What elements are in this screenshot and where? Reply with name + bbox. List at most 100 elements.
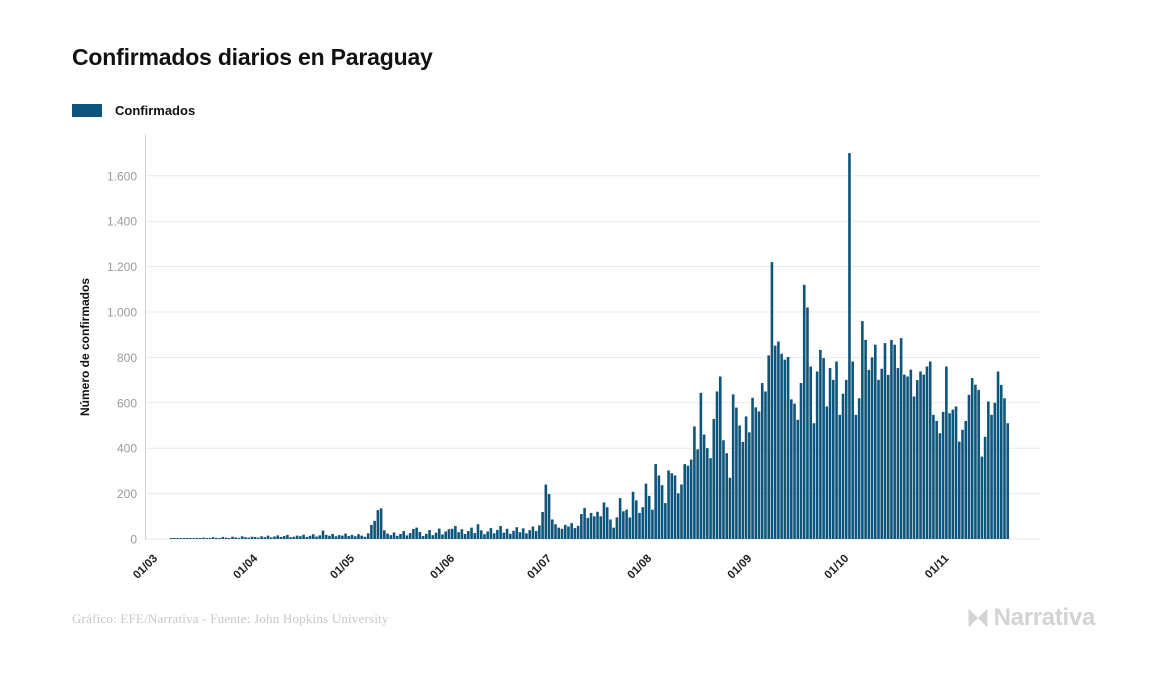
bar	[964, 420, 968, 539]
bar	[415, 527, 418, 539]
bar	[544, 484, 548, 539]
bar	[948, 413, 951, 539]
bar	[509, 533, 512, 539]
bar	[360, 535, 364, 540]
bar	[392, 532, 396, 539]
x-tick-label: 01/03	[131, 553, 160, 582]
bar	[851, 361, 854, 539]
bar	[961, 429, 964, 539]
bar	[893, 344, 896, 539]
x-tick-label: 01/06	[428, 553, 457, 582]
bar	[835, 361, 838, 539]
bar	[202, 537, 205, 539]
bar	[599, 516, 603, 539]
bar	[832, 379, 835, 539]
bar	[654, 464, 657, 539]
bar	[996, 371, 1000, 539]
bar	[286, 534, 289, 539]
bar	[211, 537, 215, 539]
x-tick-label: 01/07	[525, 553, 554, 582]
bar	[305, 536, 309, 539]
bar	[744, 416, 748, 539]
bar	[957, 441, 961, 539]
bar	[405, 535, 409, 539]
bar	[609, 519, 612, 539]
bar	[751, 397, 754, 539]
bar	[580, 514, 583, 539]
bar	[463, 534, 467, 539]
bar	[683, 464, 687, 539]
bar	[922, 374, 926, 539]
bar	[877, 379, 880, 539]
bar	[838, 414, 842, 539]
bar	[718, 376, 722, 539]
logo-text: Narrativa	[993, 604, 1096, 631]
y-tick-label: 600	[117, 396, 137, 410]
bar	[631, 491, 635, 539]
bar	[748, 432, 751, 539]
bar	[999, 384, 1003, 539]
bar	[467, 531, 470, 539]
bar	[253, 536, 257, 539]
bar	[634, 500, 638, 539]
bar	[780, 353, 783, 539]
bar	[328, 535, 331, 539]
bar	[625, 509, 628, 539]
bar	[915, 380, 919, 539]
bar	[224, 537, 228, 539]
bar	[260, 536, 263, 539]
bar	[873, 344, 877, 539]
bar	[861, 321, 864, 539]
bar	[919, 371, 922, 539]
bar	[357, 534, 360, 539]
bar	[573, 528, 577, 539]
bar	[331, 534, 334, 539]
bar	[586, 517, 590, 539]
bar	[670, 473, 674, 539]
bar	[980, 456, 984, 539]
bar	[589, 512, 593, 539]
bar	[534, 531, 538, 539]
legend-swatch	[72, 104, 102, 117]
bar	[793, 403, 796, 539]
bar	[822, 358, 825, 539]
bar	[970, 378, 974, 539]
bar	[741, 441, 745, 539]
bar	[454, 526, 457, 539]
x-tick-label: 01/10	[823, 553, 852, 582]
bar	[292, 536, 296, 539]
bar	[615, 517, 619, 539]
bar	[376, 510, 380, 539]
y-axis-title: Número de confirmados	[78, 278, 92, 416]
bar	[983, 436, 987, 539]
bar	[502, 532, 506, 539]
y-tick-label: 400	[117, 442, 137, 456]
chart-title: Confirmados diarios en Paraguay	[72, 44, 433, 70]
bar	[799, 383, 803, 539]
bar	[651, 509, 654, 539]
bar	[880, 368, 884, 539]
narrativa-n-icon	[968, 608, 988, 628]
bar	[731, 394, 735, 539]
y-tick-label: 1.400	[107, 215, 137, 229]
bar	[347, 536, 351, 539]
bar	[279, 536, 283, 539]
bar	[499, 526, 502, 539]
bar	[250, 536, 254, 539]
bar	[735, 407, 738, 539]
bar	[596, 511, 599, 539]
bar	[932, 414, 935, 539]
bar	[538, 525, 541, 539]
bar	[341, 535, 344, 540]
bar	[812, 423, 816, 539]
bar	[738, 425, 741, 539]
bar	[247, 537, 250, 539]
x-tick-label: 01/08	[625, 552, 654, 581]
bar	[867, 369, 871, 539]
bar	[605, 507, 609, 539]
bar	[237, 537, 241, 540]
bar	[176, 538, 179, 539]
bar	[344, 533, 347, 539]
bar	[796, 419, 800, 539]
